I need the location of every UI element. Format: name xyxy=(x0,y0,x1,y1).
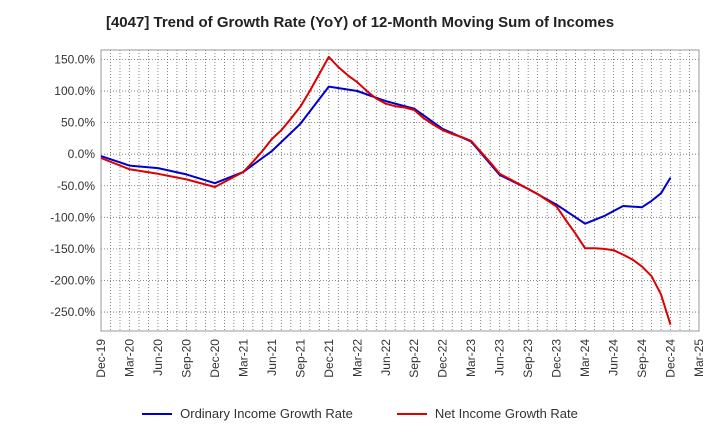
x-tick-label: Sep-23 xyxy=(521,339,535,378)
grid-layer xyxy=(100,50,700,331)
x-tick-label: Mar-21 xyxy=(236,339,250,377)
y-tick-label: -50.0% xyxy=(57,179,95,193)
x-tick-label: Jun-23 xyxy=(493,339,507,376)
y-tick-label: -100.0% xyxy=(50,210,95,224)
label-layer: 150.0% 100.0% 50.0% 0.0% -50.0% -100.0% -150.0… xyxy=(50,52,706,377)
x-tick-label: Jun-22 xyxy=(379,339,393,376)
x-tick-label: Dec-21 xyxy=(322,339,336,378)
x-tick-label: Mar-25 xyxy=(692,339,706,377)
legend-label-ordinary: Ordinary Income Growth Rate xyxy=(180,406,353,421)
x-tick-label: Jun-20 xyxy=(151,339,165,376)
x-tick-label: Mar-20 xyxy=(122,339,136,377)
legend-swatch-net xyxy=(396,412,427,415)
y-tick-label: -250.0% xyxy=(50,305,95,319)
legend-item-net: Net Income Growth Rate xyxy=(396,406,578,421)
x-tick-label: Mar-22 xyxy=(350,339,364,377)
x-tick-label: Mar-24 xyxy=(578,339,592,377)
x-tick-label: Dec-23 xyxy=(550,339,564,378)
x-tick-label: Dec-20 xyxy=(208,339,222,378)
series-line-ordinary-income xyxy=(100,85,672,225)
legend: Ordinary Income Growth Rate Net Income G… xyxy=(0,406,720,421)
y-tick-label: 0.0% xyxy=(68,147,96,161)
y-tick-label: 50.0% xyxy=(61,116,95,130)
y-tick-label: -150.0% xyxy=(50,242,95,256)
x-tick-label: Dec-22 xyxy=(436,339,450,378)
axis-layer xyxy=(100,49,700,332)
x-tick-label: Sep-22 xyxy=(407,339,421,378)
legend-label-net: Net Income Growth Rate xyxy=(434,406,578,421)
x-tick-label: Dec-24 xyxy=(664,339,678,378)
x-tick-label: Jun-21 xyxy=(265,339,279,376)
x-tick-label: Sep-24 xyxy=(635,339,649,378)
y-tick-label: -200.0% xyxy=(50,273,95,287)
x-tick-label: Mar-23 xyxy=(464,339,478,377)
x-tick-label: Jun-24 xyxy=(607,339,621,376)
y-tick-label: 150.0% xyxy=(54,52,95,66)
chart-title: [4047] Trend of Growth Rate (YoY) of 12-… xyxy=(105,14,615,31)
series-layer xyxy=(100,55,672,325)
x-tick-label: Sep-21 xyxy=(293,339,307,378)
y-tick-label: 100.0% xyxy=(54,84,95,98)
x-tick-label: Dec-19 xyxy=(94,339,108,378)
x-tick-label: Sep-20 xyxy=(179,339,193,378)
plot-frame xyxy=(100,49,700,332)
legend-item-ordinary: Ordinary Income Growth Rate xyxy=(142,406,353,421)
legend-swatch-ordinary xyxy=(142,412,173,415)
series-line-net-income xyxy=(100,55,672,325)
